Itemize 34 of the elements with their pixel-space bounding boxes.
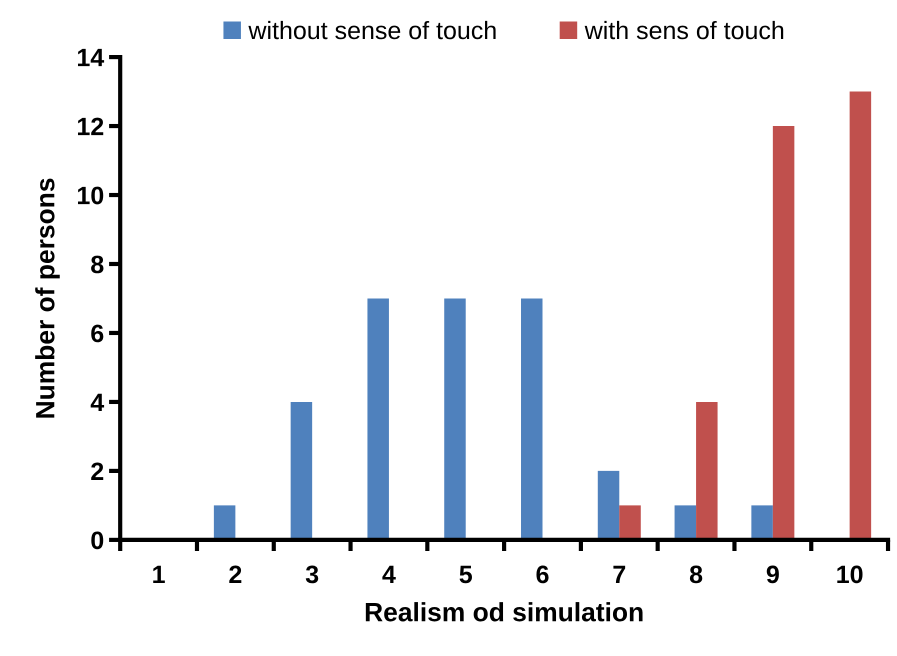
bar	[696, 402, 718, 540]
x-tick-label: 5	[460, 566, 472, 584]
y-tick-label: 4	[90, 394, 104, 411]
y-tick-label: 10	[78, 186, 104, 204]
x-tick-label: 2	[229, 566, 242, 584]
y-tick-label: 8	[91, 256, 104, 274]
legend-label: without sense of touch	[248, 20, 496, 40]
x-tick-label: 8	[690, 566, 702, 584]
y-tick-label: 12	[78, 118, 104, 136]
legend-label: with sens of touch	[584, 20, 784, 40]
x-tick-label: 1	[153, 566, 165, 584]
x-tick-label: 10	[837, 566, 863, 584]
y-tick-label: 14	[78, 48, 104, 66]
bar	[619, 505, 641, 540]
x-tick-label: 3	[306, 566, 318, 584]
bar	[674, 505, 696, 540]
bar	[290, 402, 312, 540]
bar	[751, 505, 773, 540]
bar	[521, 298, 543, 540]
x-tick-label: 6	[536, 566, 549, 584]
y-axis-title: Number of persons	[35, 178, 60, 418]
bar	[772, 126, 794, 540]
bar	[367, 298, 389, 540]
bar	[850, 92, 872, 540]
x-tick-label: 7	[613, 566, 626, 584]
x-tick-label: 9	[766, 566, 779, 584]
y-tick-label: 0	[91, 531, 104, 550]
bar	[444, 298, 466, 540]
bar	[598, 470, 620, 540]
x-axis-title: Realism od simulation	[366, 602, 643, 622]
x-tick-label: 4	[382, 566, 396, 584]
bar	[214, 505, 236, 540]
y-tick-label: 2	[91, 462, 104, 480]
y-tick-label: 6	[91, 324, 104, 342]
